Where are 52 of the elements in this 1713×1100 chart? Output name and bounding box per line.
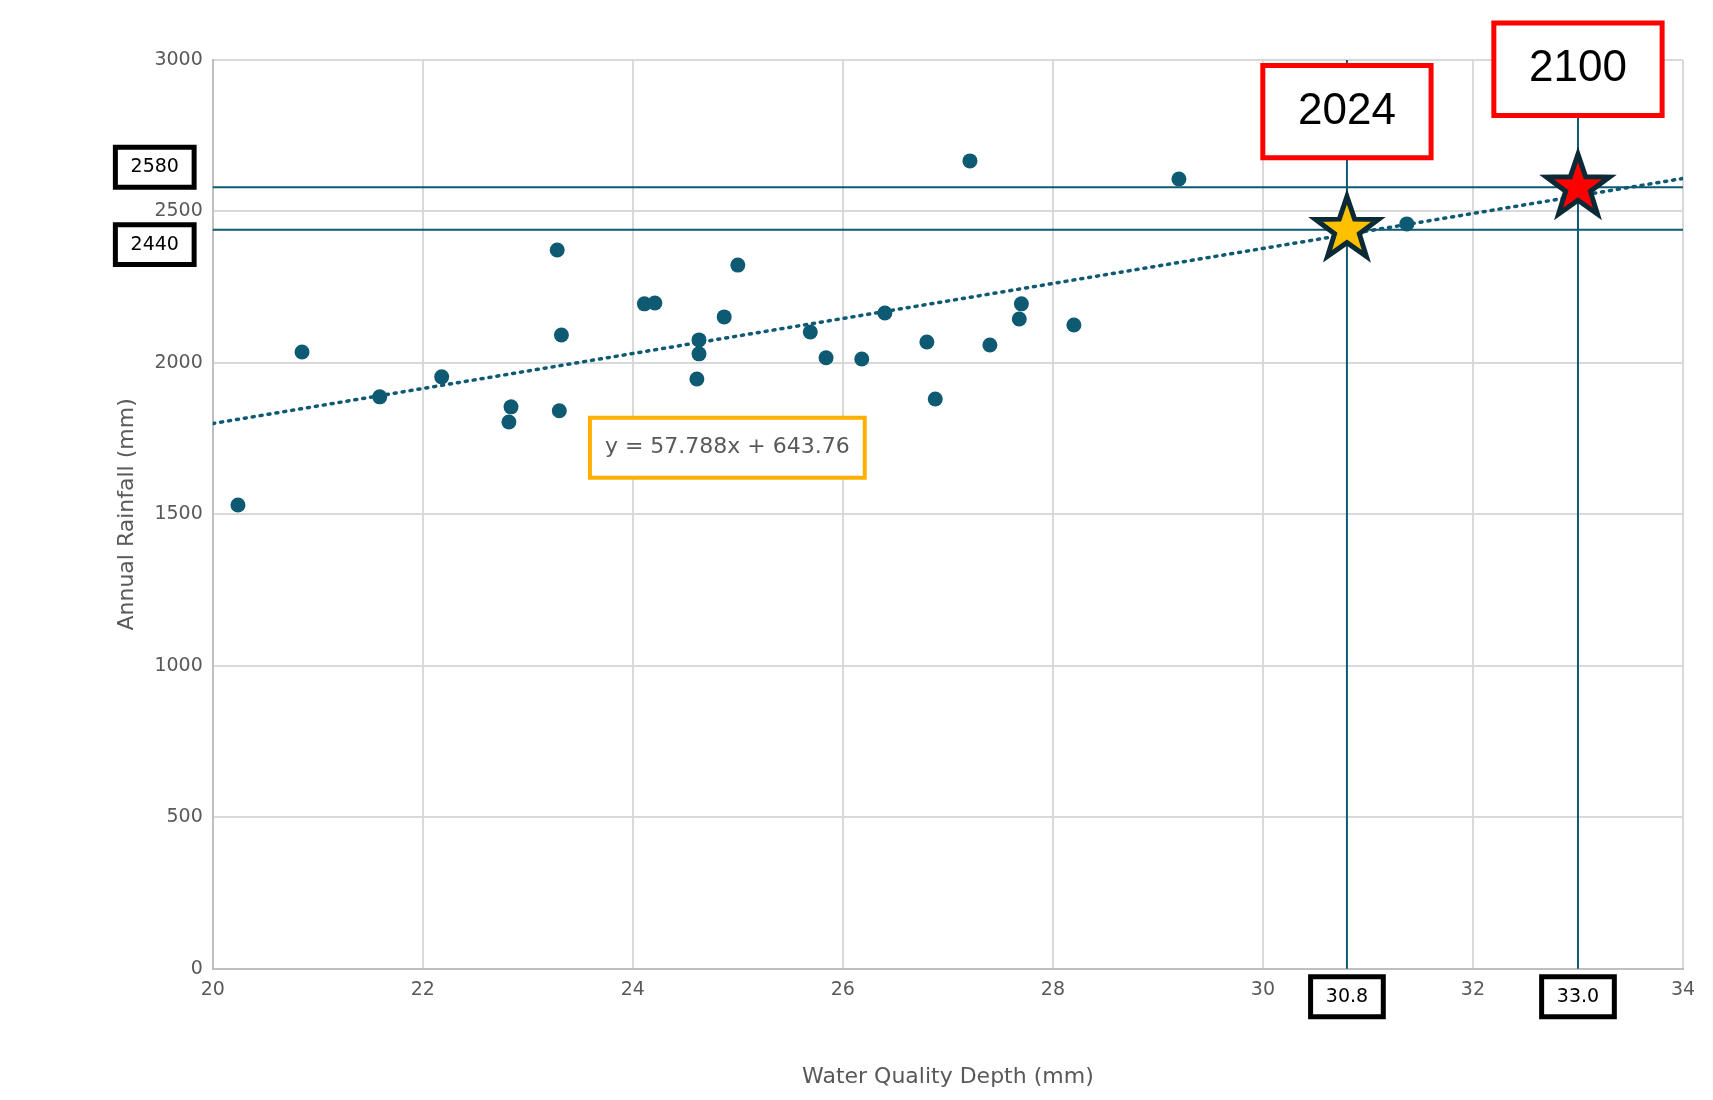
point — [691, 332, 707, 348]
y-tick-label: 1000 — [154, 652, 203, 675]
point — [689, 371, 705, 387]
point — [294, 344, 310, 360]
point — [854, 351, 870, 367]
y-tick-label: 3000 — [154, 46, 203, 69]
point — [730, 257, 746, 273]
point — [553, 327, 569, 343]
point — [1066, 317, 1082, 333]
point — [501, 414, 517, 430]
point — [549, 242, 565, 258]
annotation: y = 57.788x + 643.76 — [604, 433, 850, 459]
point — [919, 334, 935, 350]
annotation: 2024 — [1298, 83, 1396, 133]
point — [962, 153, 978, 169]
point — [818, 350, 834, 366]
point — [503, 399, 519, 415]
point — [877, 305, 893, 321]
x-axis-title: Water Quality Depth (mm) — [802, 1062, 1094, 1088]
x-tick-label: 22 — [410, 977, 435, 1000]
x-tick-label: 20 — [200, 977, 225, 1000]
y-axis-title: Annual Rainfall (mm) — [112, 398, 138, 631]
point — [1011, 311, 1027, 327]
point — [230, 497, 246, 513]
ref-line-label: 30.8 — [1325, 983, 1369, 1006]
x-tick-label: 32 — [1460, 977, 1486, 1000]
point — [927, 391, 943, 407]
point — [551, 403, 567, 419]
ref-line-label: 2440 — [130, 231, 179, 254]
point — [1171, 171, 1187, 187]
x-tick-label: 30 — [1250, 977, 1276, 1000]
x-tick-label: 34 — [1670, 977, 1696, 1000]
x-tick-label: 26 — [830, 977, 855, 1000]
point — [1399, 216, 1415, 232]
x-tick-label: 24 — [620, 977, 645, 1000]
y-tick-label: 0 — [190, 955, 203, 978]
ref-line-label: 33.0 — [1556, 983, 1600, 1006]
y-tick-label: 500 — [166, 804, 203, 827]
y-tick-label: 2500 — [154, 198, 203, 221]
point — [372, 389, 388, 405]
annotation: 2100 — [1529, 41, 1627, 91]
point — [802, 324, 818, 340]
y-tick-label: 2000 — [154, 349, 203, 372]
point — [716, 309, 732, 325]
x-tick-label: 28 — [1040, 977, 1065, 1000]
ref-line-label: 2580 — [130, 154, 179, 177]
point — [647, 295, 663, 311]
y-tick-label: 1500 — [154, 501, 203, 524]
point — [982, 337, 998, 353]
point — [434, 369, 450, 385]
point — [1013, 296, 1029, 312]
point — [691, 346, 707, 362]
